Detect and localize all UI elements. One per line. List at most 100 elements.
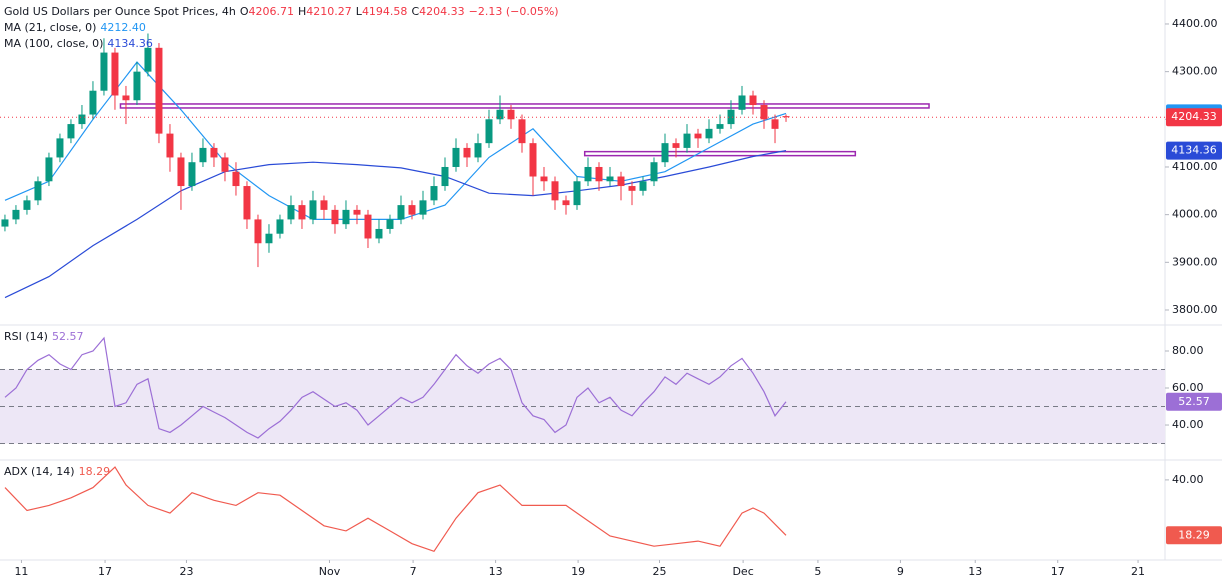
ohlc-key: C	[411, 5, 420, 18]
legend-name: MA (100, close, 0)	[4, 37, 104, 50]
candle-body	[397, 205, 405, 220]
candle-body	[650, 162, 658, 182]
candle-body	[727, 109, 735, 125]
candle-body	[705, 128, 713, 139]
candle-body	[507, 109, 515, 120]
price-tag-box	[1166, 392, 1222, 411]
x-tick-label: 5	[814, 565, 821, 578]
y-tick-label: 40.00	[1172, 418, 1204, 431]
candle-body	[67, 124, 75, 139]
candle-body	[23, 200, 31, 210]
x-tick-label: 23	[179, 565, 193, 578]
candle-body	[716, 124, 724, 129]
y-tick-label: 80.00	[1172, 344, 1204, 357]
candle-body	[56, 138, 64, 158]
legend-name: ADX (14, 14)	[4, 465, 75, 478]
candle-body	[276, 219, 284, 234]
candle-body	[485, 119, 493, 144]
candle-body	[287, 205, 295, 220]
candle-body	[408, 205, 416, 215]
candle-body	[100, 52, 108, 91]
x-tick-label: 17	[98, 565, 112, 578]
y-tick-label: 3800.00	[1172, 303, 1218, 316]
candle-body	[771, 119, 779, 129]
candle-body	[562, 200, 570, 206]
band-fill	[0, 369, 1165, 444]
price-tag-box	[1166, 141, 1222, 160]
legend-row: MA (21, close, 0) 4212.40	[4, 20, 563, 36]
candle-body	[111, 52, 119, 96]
level-zone	[583, 150, 857, 157]
y-tick-label: 60.00	[1172, 381, 1204, 394]
candle-body	[749, 95, 757, 106]
candle-body	[529, 143, 537, 177]
candle-body	[155, 47, 163, 134]
change: −2.13 (−0.05%)	[468, 5, 559, 18]
ohlc-key: L	[355, 5, 362, 18]
price-tag-box	[1166, 108, 1222, 127]
y-tick-label: 3900.00	[1172, 255, 1218, 268]
price-tag: 4134.36	[1171, 144, 1217, 157]
x-tick-label: 25	[653, 565, 667, 578]
x-tick-label: 13	[489, 565, 503, 578]
indicator-line	[4, 61, 787, 220]
candle-body	[78, 114, 86, 125]
candle-body	[144, 47, 152, 72]
legend-row: MA (100, close, 0) 4134.36	[4, 36, 563, 52]
indicator-line	[4, 336, 787, 439]
y-tick-label: 4300.00	[1172, 65, 1218, 78]
candle-body	[199, 147, 207, 163]
candle-body	[221, 157, 229, 172]
x-tick-label: Nov	[319, 565, 341, 578]
candle-body	[34, 181, 42, 201]
candle-body	[265, 233, 273, 244]
legend: RSI (14) 52.57	[4, 329, 87, 345]
candle-body	[89, 90, 97, 115]
y-tick-label: 4100.00	[1172, 160, 1218, 173]
symbol-title: Gold US Dollars per Ounce Spot Prices, 4…	[4, 5, 236, 18]
candle-body	[661, 143, 669, 163]
candle-body	[639, 181, 647, 191]
candle-body	[672, 143, 680, 148]
candle-body	[595, 166, 603, 182]
price-tag: 4204.33	[1171, 110, 1217, 123]
candle-body	[683, 133, 691, 148]
candle-body	[133, 71, 141, 101]
x-tick-label: 7	[410, 565, 417, 578]
y-tick-label: 4400.00	[1172, 17, 1218, 30]
candle-body	[188, 162, 196, 187]
candle-body	[628, 186, 636, 191]
candle-body	[430, 186, 438, 201]
candle-body	[617, 176, 625, 187]
ohlc-value: 4210.27	[306, 5, 352, 18]
candle-body	[738, 95, 746, 110]
x-tick-label: 17	[1051, 565, 1065, 578]
legend: Gold US Dollars per Ounce Spot Prices, 4…	[4, 4, 563, 52]
x-tick-label: Dec	[732, 565, 753, 578]
candle-body	[309, 200, 317, 220]
candle-body	[375, 228, 383, 239]
indicator-line	[4, 150, 787, 299]
candle-body	[232, 171, 240, 187]
candle-body	[694, 133, 702, 139]
candle-body	[463, 147, 471, 158]
legend: ADX (14, 14) 18.29	[4, 464, 114, 480]
y-tick-label: 40.00	[1172, 473, 1204, 486]
candle-body	[122, 95, 130, 101]
price-tag: 18.29	[1178, 528, 1210, 541]
candle-body	[364, 214, 372, 239]
candle-body	[12, 209, 20, 220]
x-tick-label: 9	[897, 565, 904, 578]
candle-body	[166, 133, 174, 158]
indicator-line	[4, 466, 787, 553]
candle-body	[320, 200, 328, 210]
ohlc-value: 4206.71	[248, 5, 295, 18]
candle-body	[518, 119, 526, 144]
legend-value: 4212.40	[100, 21, 146, 34]
price-tag-box	[1166, 526, 1222, 545]
legend-row: Gold US Dollars per Ounce Spot Prices, 4…	[4, 4, 563, 20]
legend-row: ADX (14, 14) 18.29	[4, 464, 114, 480]
candle-body	[386, 219, 394, 229]
legend-row: RSI (14) 52.57	[4, 329, 87, 345]
